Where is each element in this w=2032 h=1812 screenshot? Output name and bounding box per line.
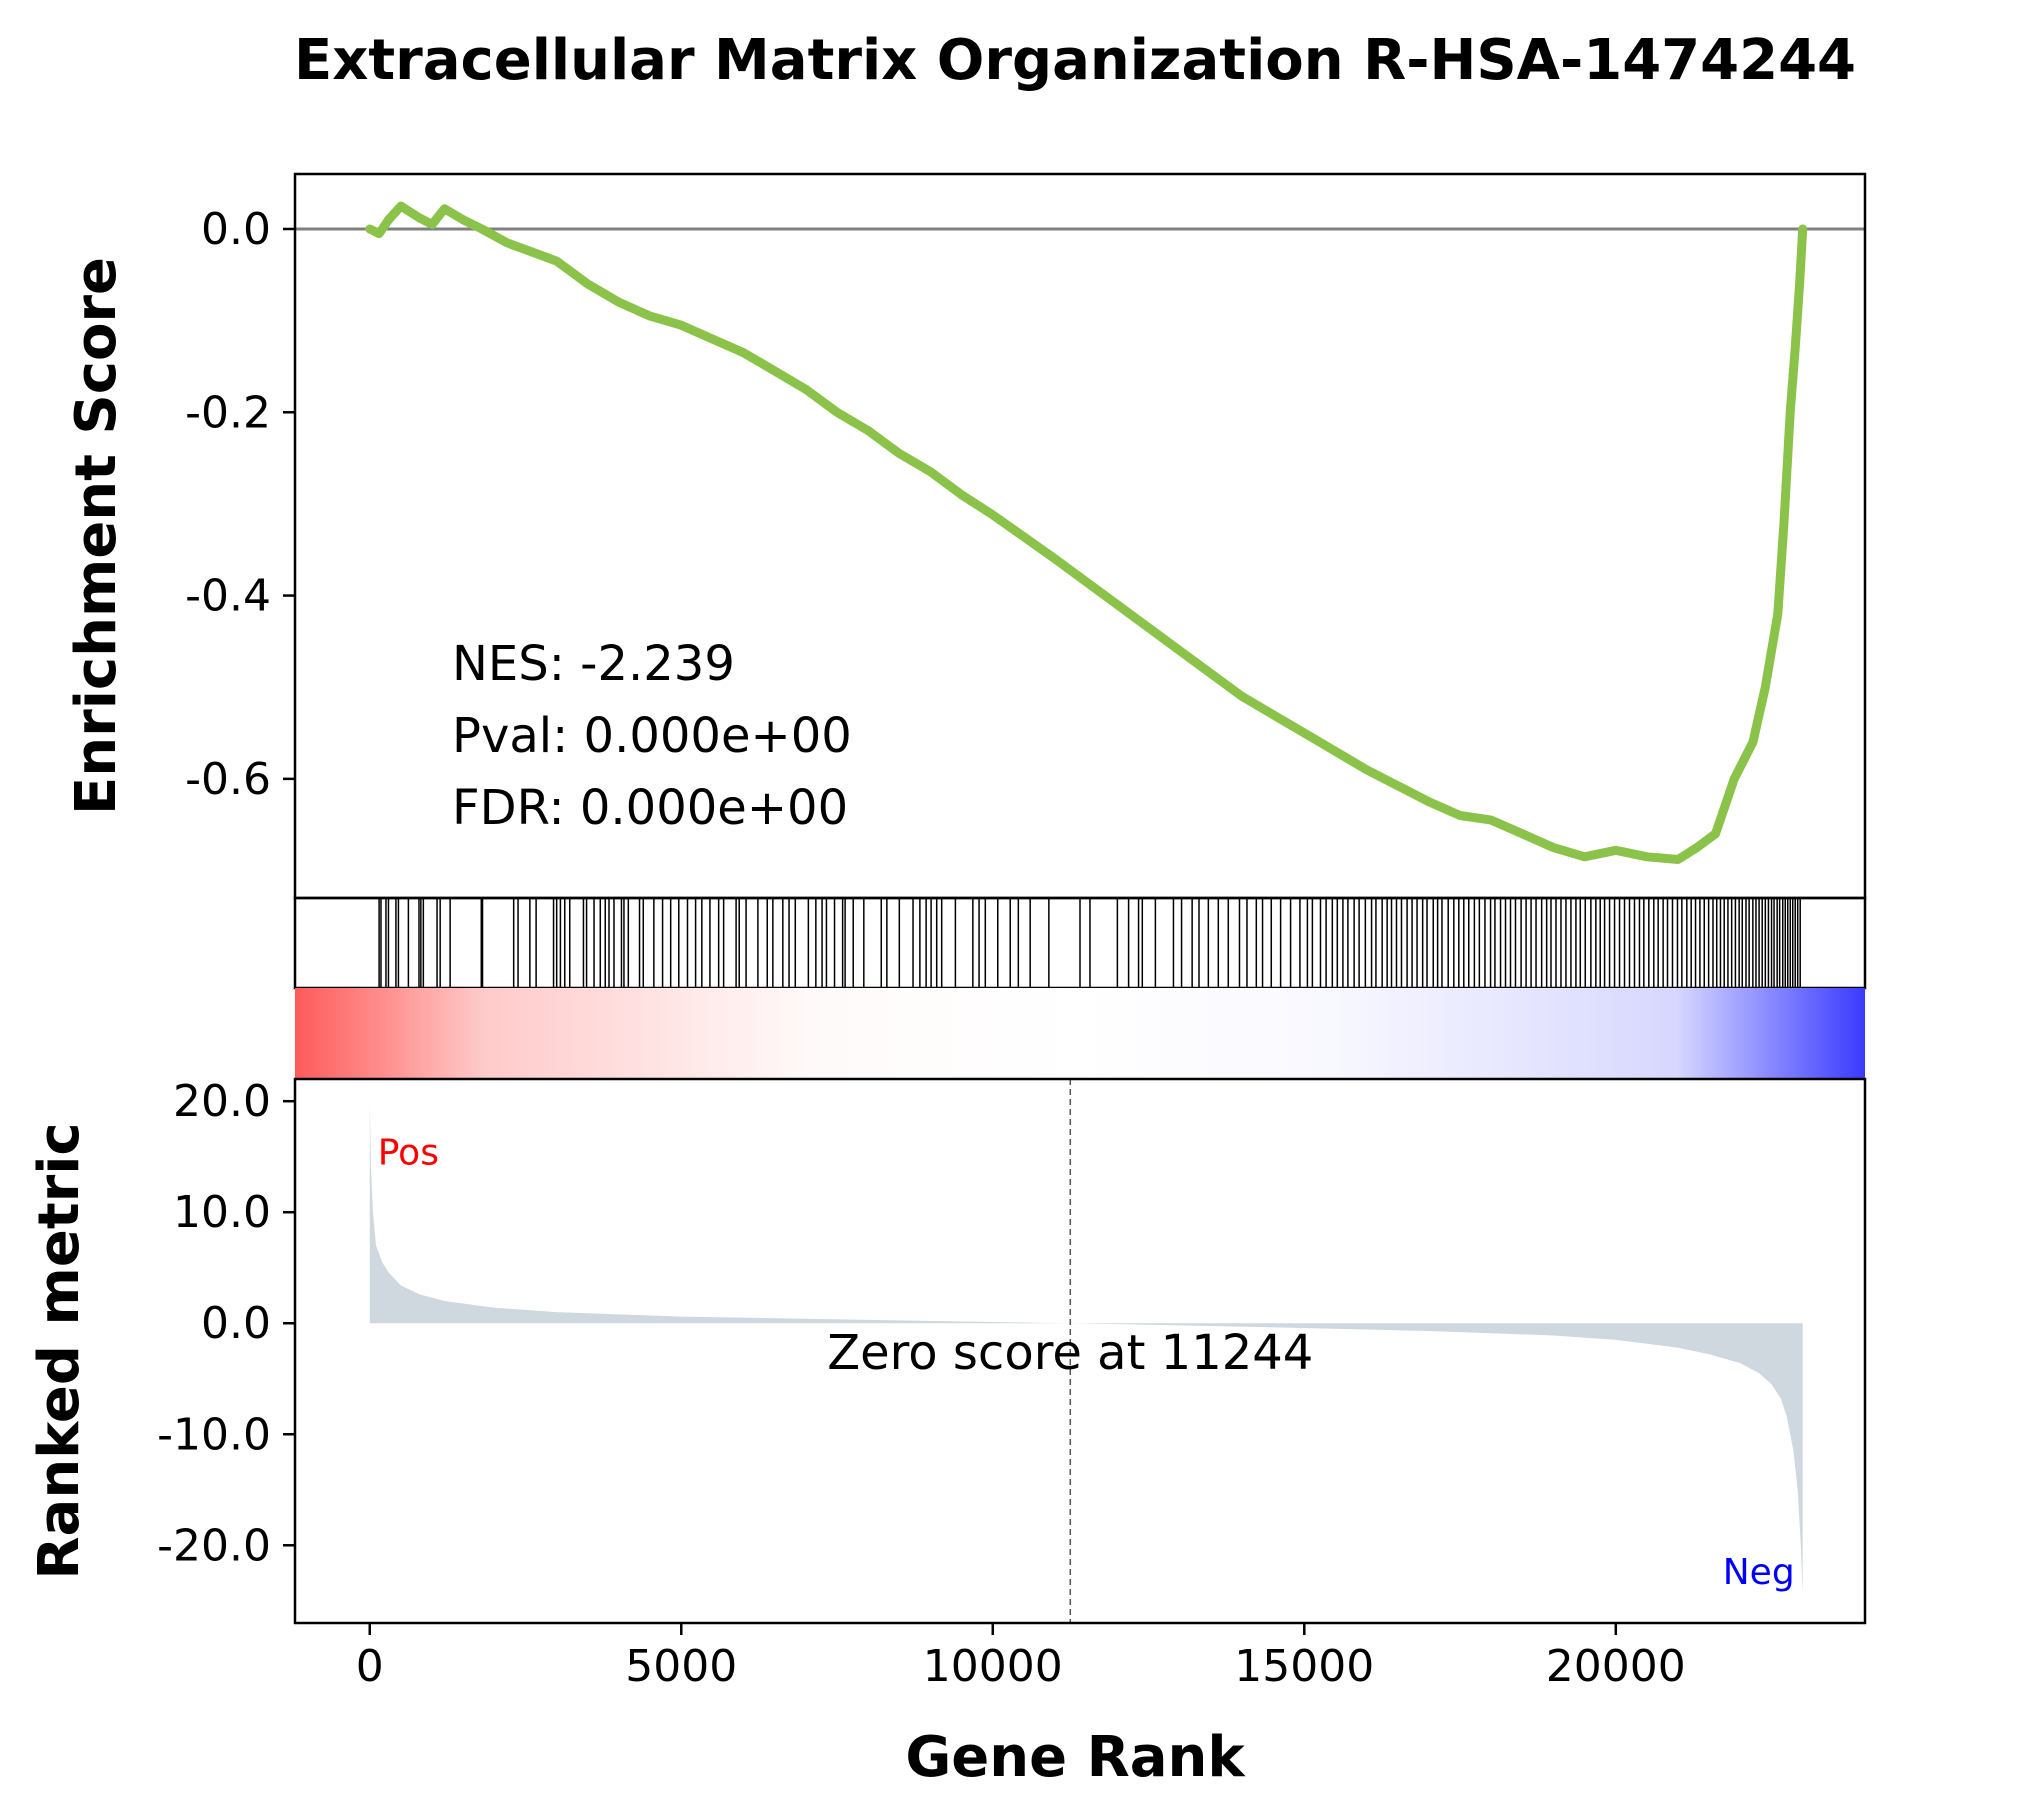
es-y-tick-label: -0.2 — [185, 387, 271, 438]
x-tick-label: 0 — [356, 1641, 384, 1692]
es-y-tick-label: -0.4 — [185, 571, 271, 622]
nes-annotation: NES: -2.239 — [452, 636, 735, 692]
pos-label: Pos — [378, 1133, 439, 1174]
chart-title: Extracellular Matrix Organization R-HSA-… — [294, 28, 1856, 93]
rank-gradient-bar — [295, 988, 1865, 1079]
enrichment-ylabel: Enrichment Score — [64, 257, 129, 815]
enrichment-score-line — [365, 201, 1808, 864]
es-y-tick-label: 0.0 — [201, 204, 271, 255]
x-tick-label: 15000 — [1234, 1641, 1374, 1692]
metric-plot-frame — [293, 1077, 1867, 1625]
x-tick-label: 5000 — [625, 1641, 737, 1692]
fdr-annotation: FDR: 0.000e+00 — [452, 780, 848, 836]
metric-y-tick-label: 10.0 — [173, 1187, 271, 1238]
metric-y-tick-label: 20.0 — [173, 1076, 271, 1127]
x-tick-label: 10000 — [923, 1641, 1063, 1692]
metric-y-tick-label: -10.0 — [157, 1409, 271, 1460]
es-y-tick-label: -0.6 — [185, 754, 271, 805]
zero-score-label: Zero score at 11244 — [827, 1325, 1313, 1381]
metric-y-tick-label: 0.0 — [201, 1298, 271, 1349]
x-axis-label: Gene Rank — [905, 1725, 1246, 1790]
enrichment-panel: 0.0 -0.2 -0.4 -0.6 NES: -2.239 Pval: 0.000e… — [185, 172, 1867, 900]
hits-panel — [293, 896, 1867, 990]
pval-annotation: Pval: 0.000e+00 — [452, 708, 852, 764]
metric-panel: Zero score at 11244 Pos Neg 20.0 10.0 0.0 -… — [157, 1076, 1867, 1625]
x-tick-label: 20000 — [1546, 1641, 1686, 1692]
metric-y-tick-label: -20.0 — [157, 1520, 271, 1571]
metric-ylabel: Ranked metric — [27, 1122, 92, 1579]
neg-label: Neg — [1723, 1552, 1795, 1593]
